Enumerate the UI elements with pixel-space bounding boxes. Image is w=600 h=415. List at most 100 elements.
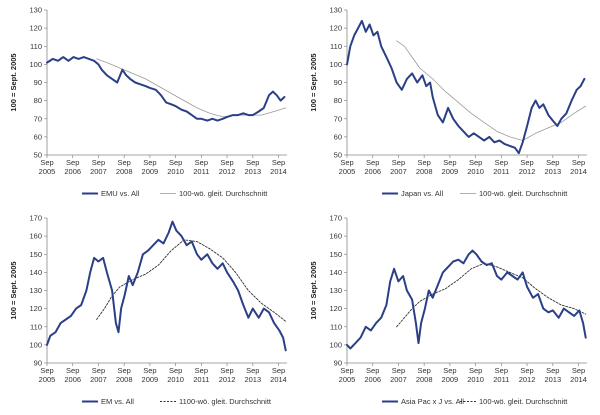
x-tick-month: Sep xyxy=(417,366,430,375)
y-axis-label: 100 = Sept. 2005 xyxy=(309,261,318,319)
chart-panel-japan: 50 60 70 80 90 100 110 120 130 100 = Sept. 2005 Se… xyxy=(300,0,600,207)
y-tick-label: 150 xyxy=(329,250,342,259)
x-tick-month: Sep xyxy=(572,158,585,167)
y-tick-label: 60 xyxy=(34,132,42,141)
x-tick-month: Sep xyxy=(220,366,233,375)
x-tick-year: 2011 xyxy=(493,375,509,384)
x-tick-year: 2011 xyxy=(193,167,209,176)
legend-label-0: EM vs. All xyxy=(101,397,134,406)
y-tick-label: 100 xyxy=(29,340,42,349)
x-tick-month: Sep xyxy=(117,366,130,375)
y-axis-label: 100 = Sept. 2005 xyxy=(9,261,18,319)
x-tick-year: 2009 xyxy=(442,167,459,176)
x-tick-year: 2013 xyxy=(544,375,561,384)
y-tick-label: 130 xyxy=(329,6,342,15)
x-tick-year: 2009 xyxy=(142,167,159,176)
x-tick-month: Sep xyxy=(443,158,456,167)
chart-panel-em: 90 100 110 120 130 140 150 160 170 100 = Sept. 20… xyxy=(0,208,300,415)
x-tick-year: 2014 xyxy=(570,167,587,176)
x-tick-year: 2013 xyxy=(544,167,561,176)
y-tick-label: 60 xyxy=(334,132,342,141)
x-tick-month: Sep xyxy=(66,158,79,167)
legend-label-0: Japan vs. All xyxy=(401,189,443,198)
x-tick-year: 2005 xyxy=(339,375,356,384)
x-tick-month: Sep xyxy=(546,366,559,375)
legend-label-1: 100-wö. gleit. Durchschnitt xyxy=(479,397,568,406)
x-tick-year: 2009 xyxy=(142,375,159,384)
x-tick-year: 2006 xyxy=(64,375,81,384)
x-tick-month: Sep xyxy=(195,366,208,375)
legend-label-0: EMU vs. All xyxy=(101,189,140,198)
y-tick-label: 130 xyxy=(329,286,342,295)
x-tick-month: Sep xyxy=(520,158,533,167)
x-tick-month: Sep xyxy=(195,158,208,167)
x-tick-year: 2010 xyxy=(167,375,184,384)
x-tick-year: 2013 xyxy=(244,375,261,384)
y-tick-label: 70 xyxy=(34,114,42,123)
x-tick-year: 2011 xyxy=(193,375,209,384)
x-tick-year: 2011 xyxy=(493,167,509,176)
x-tick-month: Sep xyxy=(340,158,353,167)
x-tick-year: 2010 xyxy=(167,167,184,176)
chart-japan: 50 60 70 80 90 100 110 120 130 100 = Sept. 2005 Se… xyxy=(309,6,587,198)
y-tick-label: 110 xyxy=(330,322,342,331)
x-tick-year: 2014 xyxy=(270,375,287,384)
y-tick-label: 110 xyxy=(30,322,42,331)
x-tick-month: Sep xyxy=(469,158,482,167)
y-tick-label: 100 xyxy=(29,60,42,69)
series-line-1 xyxy=(396,40,587,141)
x-tick-year: 2009 xyxy=(442,375,459,384)
series-line-0 xyxy=(46,220,287,352)
series-line-0 xyxy=(346,249,587,350)
x-tick-year: 2005 xyxy=(339,167,356,176)
y-axis-label: 100 = Sept. 2005 xyxy=(9,53,18,111)
chart-asia: 90 100 110 120 130 140 150 160 170 100 = Sept. 20… xyxy=(309,214,587,406)
y-tick-label: 130 xyxy=(29,286,42,295)
x-tick-month: Sep xyxy=(272,366,285,375)
x-tick-month: Sep xyxy=(92,158,105,167)
x-tick-month: Sep xyxy=(92,366,105,375)
y-tick-label: 170 xyxy=(29,214,42,223)
x-tick-year: 2008 xyxy=(416,167,433,176)
x-tick-month: Sep xyxy=(392,158,405,167)
x-tick-year: 2007 xyxy=(90,375,107,384)
y-tick-label: 80 xyxy=(334,96,342,105)
x-tick-year: 2008 xyxy=(116,167,133,176)
y-tick-label: 160 xyxy=(29,232,42,241)
chart-panel-asia: 90 100 110 120 130 140 150 160 170 100 = Sept. 20… xyxy=(300,208,600,415)
series-line-1 xyxy=(96,239,287,322)
x-tick-month: Sep xyxy=(572,366,585,375)
x-tick-month: Sep xyxy=(66,366,79,375)
legend-label-1: 1100-wö. gleit. Durchschnitt xyxy=(179,397,272,406)
x-tick-month: Sep xyxy=(169,366,182,375)
y-tick-label: 100 xyxy=(329,340,342,349)
x-tick-month: Sep xyxy=(495,366,508,375)
x-tick-year: 2005 xyxy=(39,375,56,384)
x-tick-month: Sep xyxy=(417,158,430,167)
y-tick-label: 170 xyxy=(329,214,342,223)
x-tick-year: 2007 xyxy=(390,375,407,384)
x-tick-year: 2005 xyxy=(39,167,56,176)
y-tick-label: 110 xyxy=(30,42,42,51)
x-tick-month: Sep xyxy=(546,158,559,167)
x-tick-month: Sep xyxy=(443,366,456,375)
x-tick-month: Sep xyxy=(366,366,379,375)
x-tick-month: Sep xyxy=(495,158,508,167)
x-tick-year: 2007 xyxy=(90,167,107,176)
x-tick-year: 2012 xyxy=(519,167,536,176)
x-tick-month: Sep xyxy=(272,158,285,167)
y-tick-label: 120 xyxy=(329,304,342,313)
y-tick-label: 50 xyxy=(334,151,342,160)
x-tick-year: 2013 xyxy=(244,167,261,176)
x-tick-year: 2012 xyxy=(219,167,236,176)
x-tick-month: Sep xyxy=(246,158,259,167)
legend-label-1: 100-wö. gleit. Durchschnitt xyxy=(479,189,568,198)
x-tick-year: 2008 xyxy=(416,375,433,384)
x-tick-month: Sep xyxy=(169,158,182,167)
chart-panel-emu: 50 60 70 80 90 100 110 120 130 100 = Sept. 2005 Se… xyxy=(0,0,300,207)
x-tick-year: 2006 xyxy=(364,167,381,176)
x-tick-month: Sep xyxy=(469,366,482,375)
y-tick-label: 90 xyxy=(334,359,342,368)
y-tick-label: 160 xyxy=(329,232,342,241)
x-tick-year: 2010 xyxy=(467,167,484,176)
